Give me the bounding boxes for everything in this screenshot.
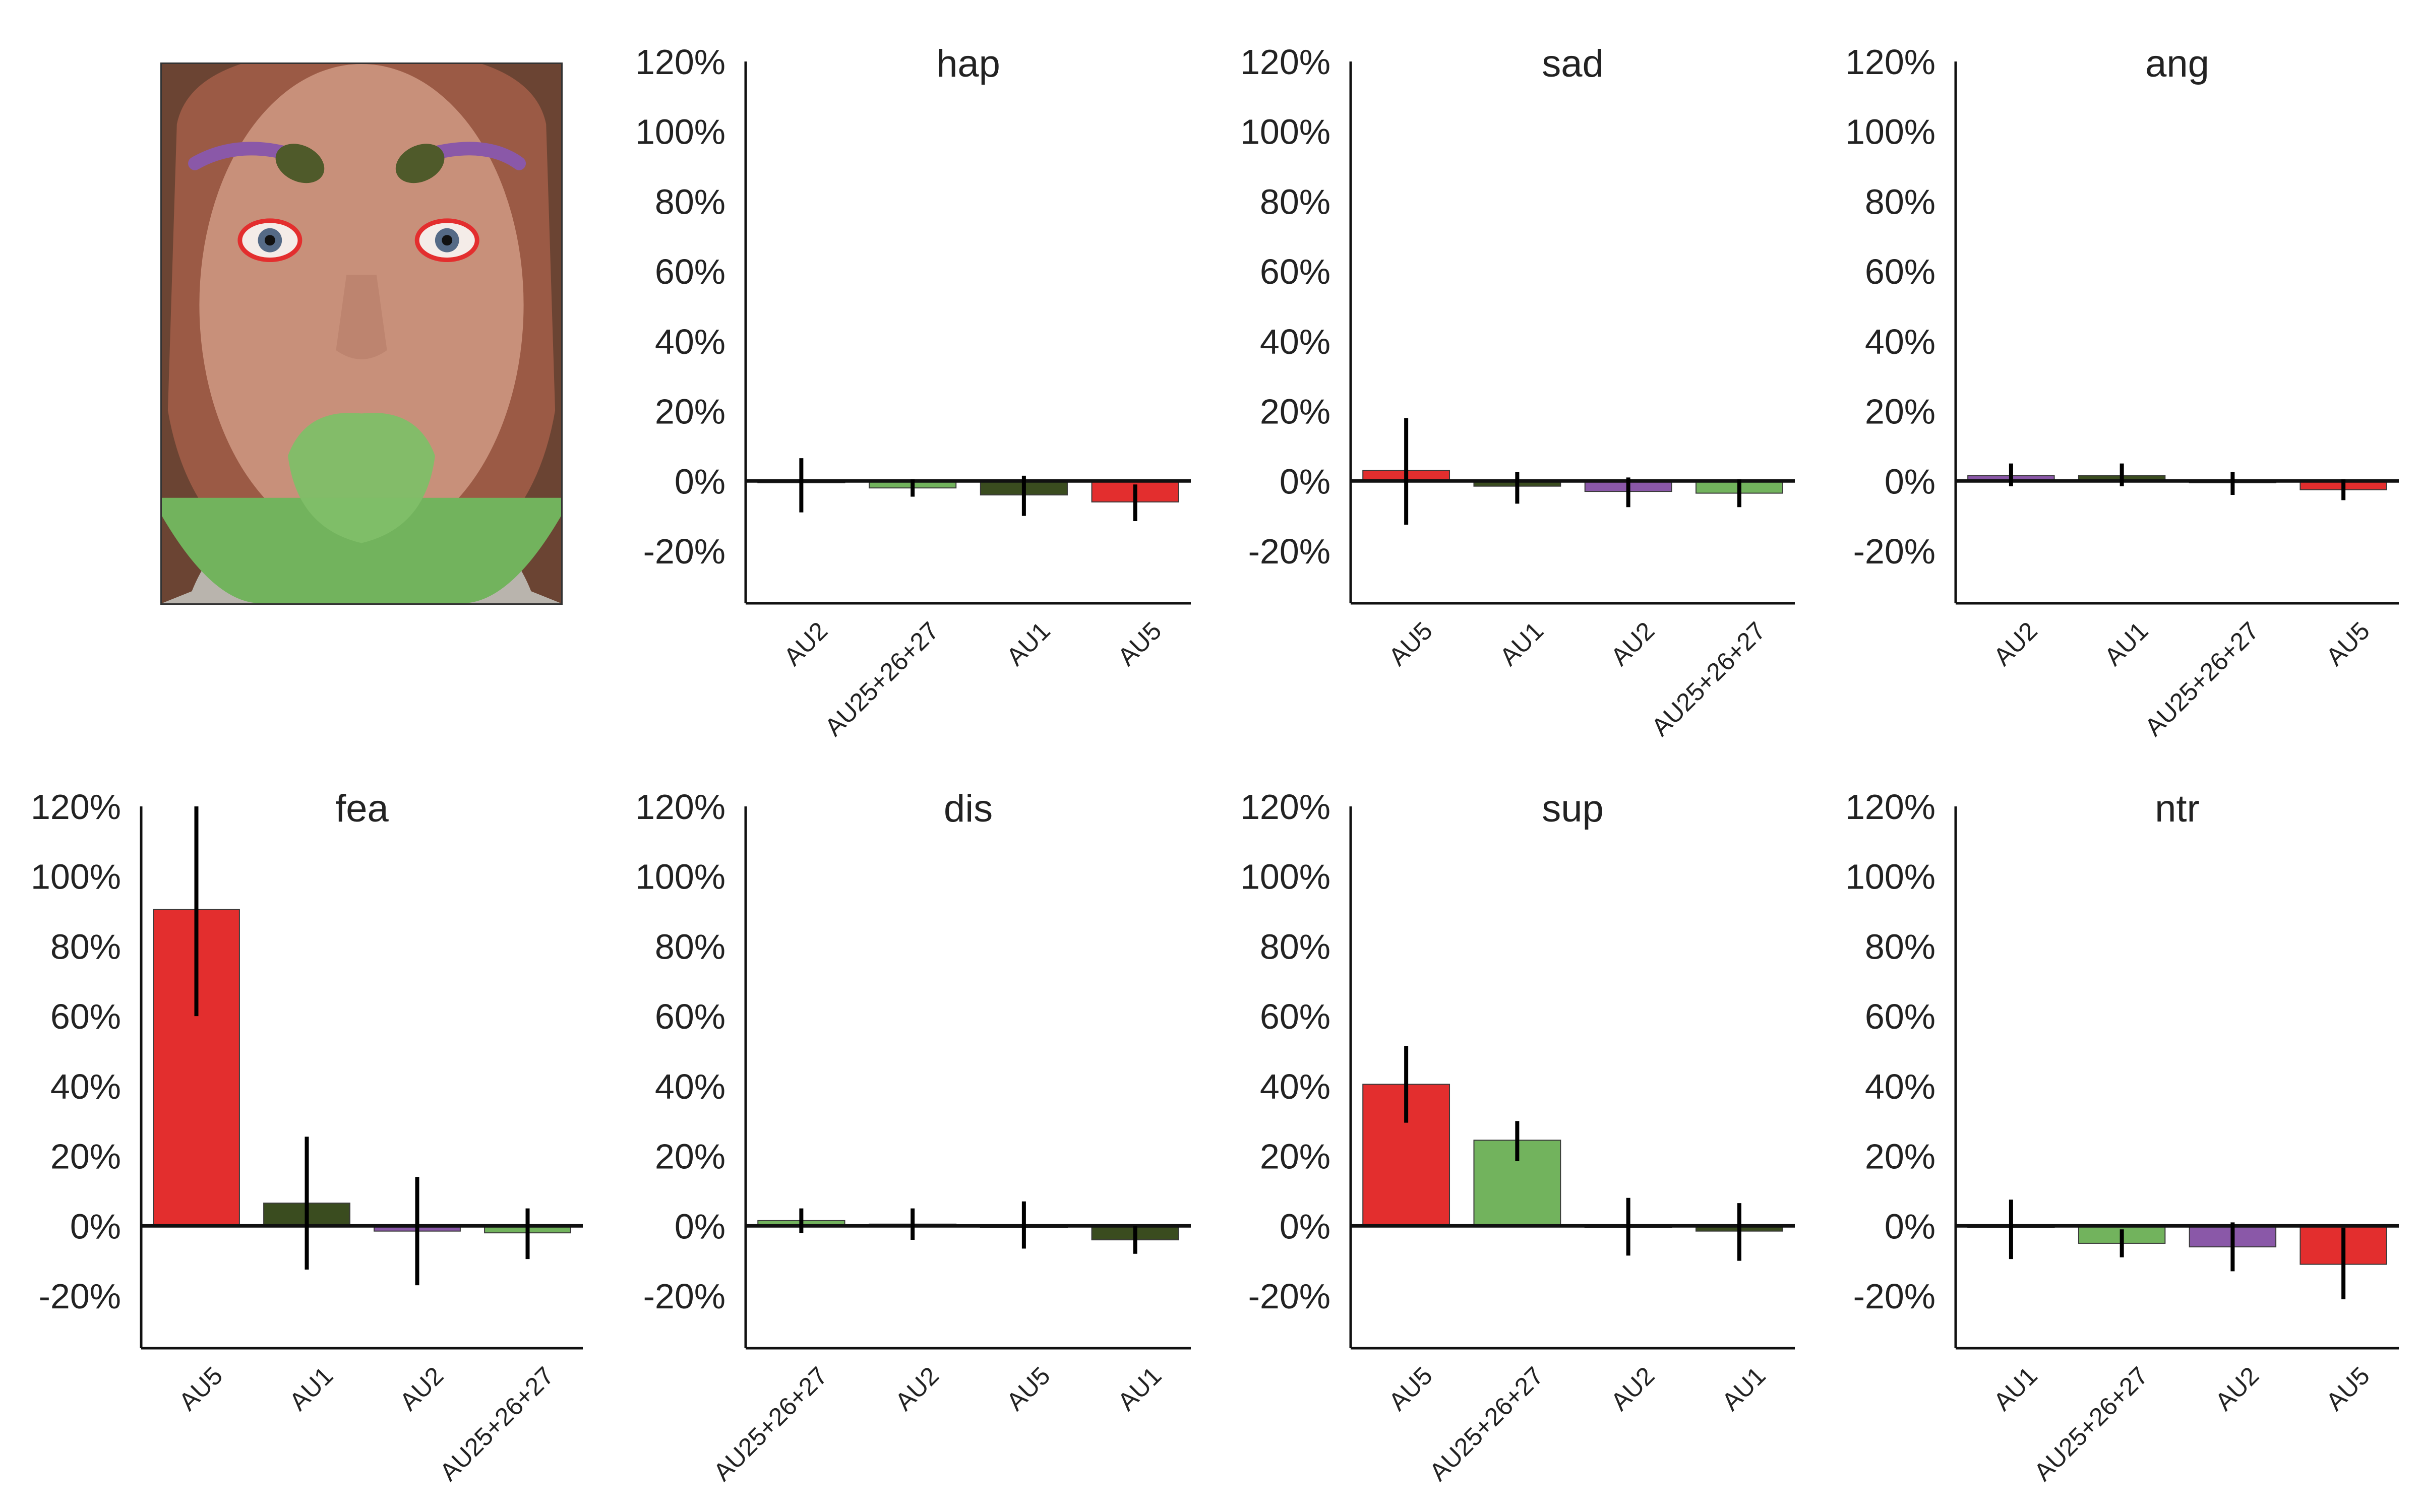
chart-title-dis: dis <box>944 787 993 830</box>
chart-title-sup: sup <box>1542 787 1604 830</box>
x-tick-label: AU5 <box>1383 616 1438 671</box>
y-tick-label: 100% <box>635 857 725 897</box>
x-tick-label: AU5 <box>1112 616 1167 671</box>
x-tick-label: AU1 <box>2099 616 2153 671</box>
y-tick-label: 0% <box>675 462 725 501</box>
x-tick-label: AU25+26+27 <box>2139 616 2264 741</box>
y-tick-label: 80% <box>1865 927 1935 966</box>
y-tick-label: 60% <box>655 997 725 1036</box>
chart-title-ang: ang <box>2145 42 2209 85</box>
y-tick-label: -20% <box>643 532 725 571</box>
x-tick-label: AU2 <box>394 1361 449 1416</box>
au25-26-27-jaw-overlay <box>162 497 561 603</box>
y-tick-label: -20% <box>1248 1277 1330 1316</box>
y-tick-label: 100% <box>1845 112 1935 152</box>
x-tick-label: AU5 <box>2321 1361 2375 1416</box>
y-tick-label: 60% <box>655 252 725 291</box>
au25-26-27-mouth-overlay <box>288 413 435 543</box>
y-tick-label: 20% <box>655 392 725 431</box>
x-tick-label: AU1 <box>284 1361 338 1416</box>
y-tick-label: 100% <box>1240 112 1330 152</box>
chart-title-fea: fea <box>335 787 389 830</box>
y-tick-label: 40% <box>1260 1067 1330 1106</box>
x-tick-label: AU5 <box>1001 1361 1055 1416</box>
y-tick-label: 60% <box>1865 997 1935 1036</box>
x-tick-label: AU1 <box>1494 616 1549 671</box>
chart-title-ntr: ntr <box>2155 787 2200 830</box>
x-tick-label: AU25+26+27 <box>819 616 944 741</box>
y-tick-label: 40% <box>655 322 725 361</box>
x-tick-label: AU25+26+27 <box>434 1361 559 1486</box>
y-tick-label: 20% <box>1865 1137 1935 1176</box>
x-tick-label: AU2 <box>1605 616 1660 671</box>
y-tick-label: 100% <box>635 112 725 152</box>
x-tick-label: AU5 <box>1383 1361 1438 1416</box>
y-tick-label: -20% <box>643 1277 725 1316</box>
y-tick-label: 20% <box>655 1137 725 1176</box>
y-tick-label: 0% <box>70 1207 121 1246</box>
y-tick-label: -20% <box>1248 532 1330 571</box>
x-tick-label: AU25+26+27 <box>1646 616 1771 741</box>
y-tick-label: 80% <box>655 927 725 966</box>
y-tick-label: 0% <box>1280 1207 1330 1246</box>
au1-right-brow-overlay <box>395 144 445 183</box>
chart-title-sad: sad <box>1542 42 1604 85</box>
y-tick-label: 40% <box>655 1067 725 1106</box>
y-tick-label: 0% <box>1885 1207 1935 1246</box>
x-tick-label: AU25+26+27 <box>1424 1361 1549 1486</box>
y-tick-label: 40% <box>1260 322 1330 361</box>
y-tick-label: 20% <box>1260 1137 1330 1176</box>
y-tick-label: 120% <box>1845 787 1935 827</box>
y-tick-label: 60% <box>1260 997 1330 1036</box>
y-tick-label: 100% <box>1240 857 1330 897</box>
face-photo-panel <box>160 62 563 605</box>
x-tick-label: AU2 <box>1988 616 2042 671</box>
y-tick-label: 120% <box>1845 42 1935 82</box>
x-tick-label: AU2 <box>1605 1361 1660 1416</box>
y-tick-label: 60% <box>1260 252 1330 291</box>
y-tick-label: 80% <box>1260 927 1330 966</box>
y-tick-label: 60% <box>1865 252 1935 291</box>
y-tick-label: 120% <box>635 42 725 82</box>
y-tick-label: 80% <box>1865 182 1935 221</box>
y-tick-label: 120% <box>31 787 121 827</box>
y-tick-label: 20% <box>1260 392 1330 431</box>
y-tick-label: 80% <box>50 927 121 966</box>
y-tick-label: 20% <box>50 1137 121 1176</box>
y-tick-label: 60% <box>50 997 121 1036</box>
x-tick-label: AU2 <box>2210 1361 2264 1416</box>
y-tick-label: 120% <box>1240 42 1330 82</box>
y-tick-label: 80% <box>1260 182 1330 221</box>
y-tick-label: -20% <box>1853 1277 1935 1316</box>
x-tick-label: AU25+26+27 <box>708 1361 833 1486</box>
x-tick-label: AU1 <box>1001 616 1055 671</box>
y-tick-label: 40% <box>50 1067 121 1106</box>
x-tick-label: AU1 <box>1988 1361 2042 1416</box>
y-tick-label: 20% <box>1865 392 1935 431</box>
y-tick-label: 100% <box>1845 857 1935 897</box>
y-tick-label: 100% <box>31 857 121 897</box>
y-tick-label: 120% <box>1240 787 1330 827</box>
y-tick-label: 0% <box>1885 462 1935 501</box>
face-photo-with-action-unit-overlays <box>162 64 561 603</box>
x-tick-label: AU2 <box>890 1361 944 1416</box>
x-tick-label: AU25+26+27 <box>2028 1361 2153 1486</box>
y-tick-label: -20% <box>1853 532 1935 571</box>
chart-title-hap: hap <box>936 42 1000 85</box>
x-tick-label: AU5 <box>2321 616 2375 671</box>
y-tick-label: 0% <box>1280 462 1330 501</box>
x-tick-label: AU2 <box>778 616 833 671</box>
x-tick-label: AU1 <box>1716 1361 1771 1416</box>
au1-left-brow-overlay <box>275 144 325 183</box>
y-tick-label: 40% <box>1865 1067 1935 1106</box>
y-tick-label: 120% <box>635 787 725 827</box>
x-tick-label: AU1 <box>1112 1361 1167 1416</box>
y-tick-label: 0% <box>675 1207 725 1246</box>
y-tick-label: -20% <box>39 1277 121 1316</box>
x-tick-label: AU5 <box>173 1361 228 1416</box>
y-tick-label: 80% <box>655 182 725 221</box>
y-tick-label: 40% <box>1865 322 1935 361</box>
